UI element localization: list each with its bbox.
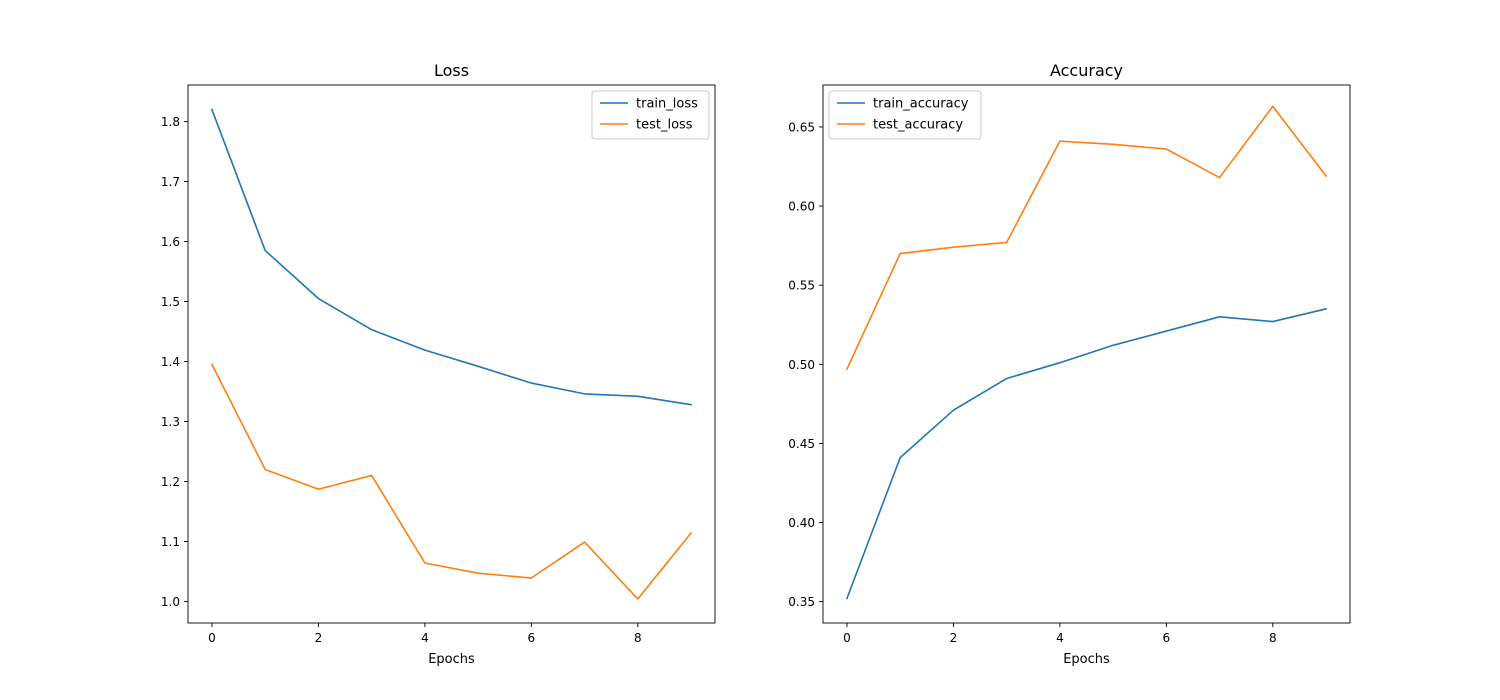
y-tick-label: 1.8 — [161, 115, 180, 129]
plot-frame — [822, 84, 1351, 624]
series-line-test_loss — [210, 363, 693, 600]
chart-panel-1: Loss 0 2 4 6 8 1.0 1.1 1.2 1.3 1.4 1.5 1.6 1.7 1.8 Epoc… — [161, 61, 716, 667]
series-line-train_accuracy — [845, 307, 1328, 600]
y-tick-label: 0.65 — [788, 120, 815, 134]
y-tick-label: 1.1 — [161, 535, 180, 549]
y-tick-label: 0.45 — [788, 437, 815, 451]
x-tick-label: 6 — [1163, 631, 1171, 645]
y-tick-label: 0.35 — [788, 595, 815, 609]
x-axis-label: Epochs — [428, 652, 475, 667]
legend-label-train_loss: train_loss — [636, 97, 698, 112]
x-tick-label: 0 — [208, 631, 216, 645]
series-line-test_accuracy — [845, 105, 1328, 371]
x-tick-label: 2 — [315, 631, 323, 645]
x-tick-label: 8 — [634, 631, 642, 645]
y-tick-label: 0.50 — [788, 358, 815, 372]
series-line-train_loss — [210, 108, 692, 406]
y-tick-label: 0.55 — [788, 279, 815, 293]
legend: train_loss test_loss — [591, 90, 710, 140]
y-tick-label: 1.6 — [161, 235, 180, 249]
y-tick-label: 1.3 — [161, 415, 180, 429]
legend: train_accuracy test_accuracy — [828, 90, 982, 140]
chart-panel-2: Accuracy 0 2 4 6 8 0.35 0.40 0.45 0.50 0.55 0.60 0.6… — [788, 61, 1351, 667]
y-tick-label: 1.5 — [161, 295, 180, 309]
y-tick-label: 0.60 — [788, 200, 815, 214]
x-tick-label: 2 — [950, 631, 958, 645]
y-tick-label: 1.7 — [161, 175, 180, 189]
legend-label-test_loss: test_loss — [636, 118, 693, 133]
y-tick-label: 1.4 — [161, 355, 180, 369]
chart-title: Loss — [434, 61, 469, 80]
x-tick-label: 8 — [1269, 631, 1277, 645]
y-tick-label: 1.2 — [161, 475, 180, 489]
y-tick-label: 0.40 — [788, 516, 815, 530]
y-tick-label: 1.0 — [161, 595, 180, 609]
legend-label-train_accuracy: train_accuracy — [873, 97, 969, 112]
plot-frame — [187, 84, 716, 624]
legend-box — [828, 90, 982, 140]
x-tick-label: 4 — [421, 631, 429, 645]
x-tick-label: 4 — [1056, 631, 1064, 645]
x-tick-label: 6 — [528, 631, 536, 645]
chart-title: Accuracy — [1050, 61, 1123, 80]
legend-label-test_accuracy: test_accuracy — [873, 118, 963, 133]
x-tick-label: 0 — [843, 631, 851, 645]
x-axis-label: Epochs — [1063, 652, 1110, 667]
